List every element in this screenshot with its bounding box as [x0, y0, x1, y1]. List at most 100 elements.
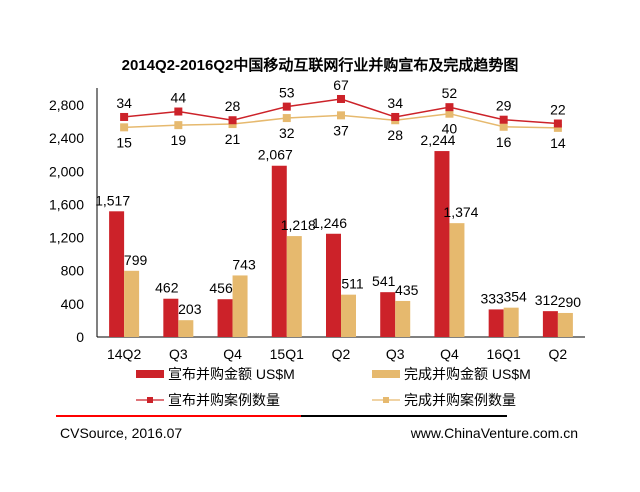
line-marker [120, 123, 129, 132]
bar-data-label: 333 [480, 290, 504, 306]
y-tick-label: 1,600 [49, 196, 84, 212]
line-marker [337, 111, 345, 120]
bar-data-label: 1,246 [312, 215, 347, 231]
legend-label: 完成并购案例数量 [404, 392, 516, 408]
bar [395, 300, 411, 337]
bar-data-label: 1,374 [443, 204, 478, 220]
bar [434, 151, 450, 337]
bar-data-label: 1,218 [281, 217, 316, 233]
line-data-label: 40 [442, 121, 458, 137]
line-marker [445, 109, 454, 118]
bar-data-label: 511 [341, 276, 364, 292]
bar-data-label: 312 [535, 292, 559, 308]
line-data-label: 52 [442, 85, 458, 101]
bar-data-label: 1,517 [95, 192, 130, 208]
line-marker [445, 103, 454, 112]
y-tick-label: 1,200 [49, 230, 84, 246]
website-label: www.ChinaVenture.com.cn [410, 425, 578, 441]
source-label: CVSource, 2016.07 [60, 425, 183, 441]
bar [163, 298, 179, 337]
bar-data-label: 203 [178, 301, 202, 317]
bar-data-label: 290 [558, 294, 582, 310]
x-tick-label: Q4 [223, 346, 242, 362]
line-data-label: 14 [550, 135, 566, 151]
bar [271, 165, 287, 337]
line-marker [391, 112, 400, 121]
bar [109, 211, 125, 337]
bar [217, 299, 233, 337]
bar-data-label: 435 [395, 282, 419, 298]
line-data-label: 28 [225, 98, 241, 114]
bar-data-label: 2,244 [420, 132, 455, 148]
x-tick-label: Q2 [549, 346, 568, 362]
line-data-label: 22 [550, 102, 566, 118]
legend-marker [147, 397, 153, 403]
bar-data-label: 743 [232, 256, 256, 272]
line-marker [120, 112, 129, 121]
line-marker [499, 115, 508, 124]
line-data-label: 37 [333, 122, 349, 138]
bar [449, 223, 465, 337]
bar-data-label: 541 [372, 273, 396, 289]
bar-data-label: 2,067 [258, 147, 293, 163]
line-data-label: 19 [171, 132, 187, 148]
line-marker [282, 114, 291, 123]
bar-data-label: 354 [503, 289, 527, 305]
footer-rule-left [56, 415, 301, 417]
bar [178, 320, 194, 337]
line-marker [553, 119, 562, 128]
bar [124, 270, 140, 337]
line-marker [499, 122, 508, 131]
bar [503, 307, 519, 337]
line-data-label: 16 [496, 134, 512, 150]
bar [488, 309, 504, 337]
line-data-label: 67 [333, 77, 349, 93]
y-tick-label: 2,000 [49, 163, 84, 179]
line-marker [174, 121, 183, 130]
x-tick-label: Q3 [386, 346, 405, 362]
bar [341, 294, 356, 337]
x-tick-label: Q3 [169, 346, 188, 362]
x-tick-label: Q2 [332, 346, 351, 362]
bar-data-label: 456 [209, 280, 233, 296]
footer-rule-right [301, 415, 507, 417]
line-data-label: 34 [387, 95, 403, 111]
line-data-label: 34 [116, 95, 132, 111]
y-tick-label: 400 [61, 296, 85, 312]
bar [542, 311, 558, 337]
chart-title: 2014Q2-2016Q2中国移动互联网行业并购宣布及完成趋势图 [121, 57, 519, 74]
line-data-label: 53 [279, 85, 295, 101]
x-tick-label: 16Q1 [487, 346, 521, 362]
line-marker [337, 94, 345, 103]
x-tick-label: 14Q2 [107, 346, 141, 362]
legend-swatch [136, 370, 164, 378]
legend-swatch [372, 370, 400, 378]
bar [232, 275, 248, 337]
legend-marker [383, 397, 389, 403]
y-tick-label: 800 [61, 263, 85, 279]
x-tick-label: Q4 [440, 346, 459, 362]
y-tick-label: 2,800 [49, 97, 84, 113]
line-data-label: 28 [387, 127, 403, 143]
bar [326, 233, 341, 337]
line-marker [282, 102, 291, 111]
bar [286, 236, 302, 337]
line-data-label: 32 [279, 125, 295, 141]
y-tick-label: 0 [76, 329, 84, 345]
y-tick-label: 2,400 [49, 130, 84, 146]
line-marker [553, 123, 562, 132]
legend-label: 宣布并购金额 US$M [168, 366, 295, 382]
line-data-label: 21 [225, 131, 241, 147]
line-marker [228, 116, 237, 125]
x-tick-label: 15Q1 [270, 346, 304, 362]
line-data-label: 29 [496, 98, 512, 114]
legend-label: 宣布并购案例数量 [168, 392, 280, 408]
bar [380, 292, 396, 337]
legend-label: 完成并购金额 US$M [404, 366, 531, 382]
bar-data-label: 462 [155, 280, 179, 296]
bar [557, 312, 573, 337]
line-data-label: 15 [116, 134, 132, 150]
line-data-label: 44 [171, 90, 187, 106]
